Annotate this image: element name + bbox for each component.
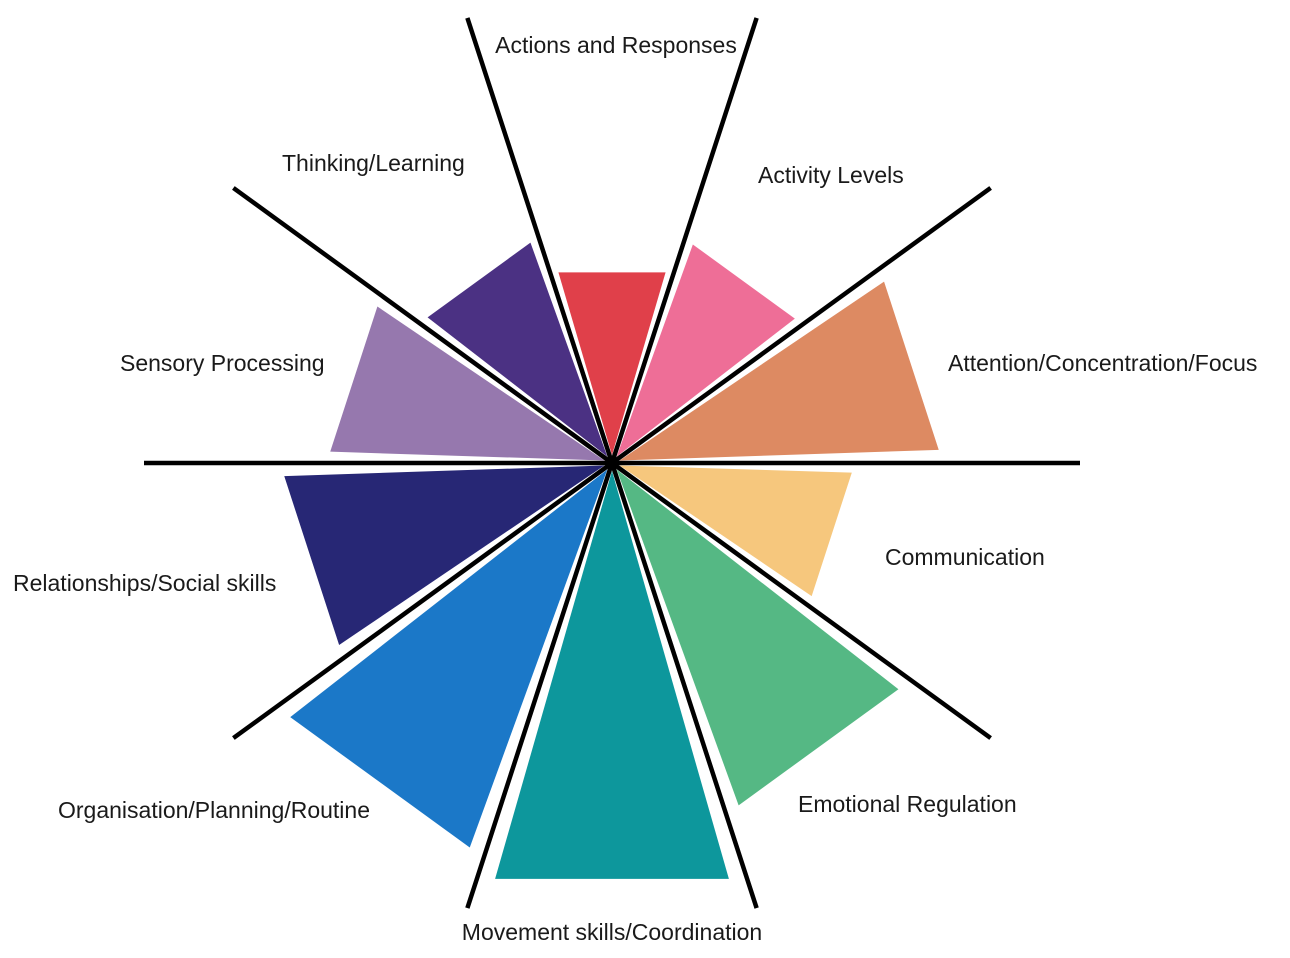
wedge-activity-levels [615, 242, 797, 459]
wedges-group [282, 241, 941, 881]
wedge-sensory-processing [328, 305, 606, 463]
wedge-movement-skills-coordination [493, 469, 731, 881]
label-movement-skills-coordination: Movement skills/Coordination [462, 919, 762, 945]
label-attention-concentration-focus: Attention/Concentration/Focus [948, 350, 1257, 376]
axis-lines-group [144, 17, 1080, 909]
labels-group: Actions and Responses Activity Levels Atte… [13, 32, 1257, 945]
wedge-communication [618, 463, 854, 598]
label-communication: Communication [885, 544, 1045, 570]
label-thinking-learning: Thinking/Learning [282, 150, 465, 176]
label-emotional-regulation: Emotional Regulation [798, 791, 1017, 817]
label-relationships-social-skills: Relationships/Social skills [13, 570, 276, 596]
label-organisation-planning-routine: Organisation/Planning/Routine [58, 797, 370, 823]
label-sensory-processing: Sensory Processing [120, 350, 325, 376]
label-activity-levels: Activity Levels [758, 162, 904, 188]
wedge-thinking-learning [426, 241, 609, 459]
wedge-organisation-planning-routine [288, 467, 609, 850]
axis-line-144deg [232, 186, 992, 740]
wedge-emotional-regulation [615, 467, 900, 807]
label-actions-and-responses: Actions and Responses [495, 32, 737, 58]
wedge-relationships-social-skills [282, 463, 606, 647]
wedge-actions-and-responses [556, 270, 668, 457]
wedge-attention-concentration-focus [618, 280, 941, 463]
